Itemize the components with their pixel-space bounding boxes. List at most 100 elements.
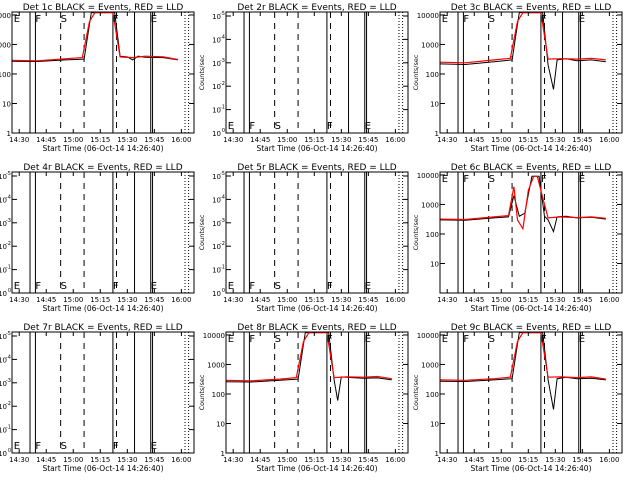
y-tick-label: 10 <box>0 220 7 228</box>
phase-marker-label: F <box>327 281 333 292</box>
lld-series-line <box>11 12 178 62</box>
x-tick-label: 15:15 <box>518 136 538 144</box>
phase-marker-label: F <box>113 441 119 452</box>
phase-marker-label: E <box>228 334 234 345</box>
y-tick-label: 10 <box>0 450 7 458</box>
y-tick-label: 10000 <box>417 332 439 340</box>
detector-panel-3: E F S F E 14:30 14:45 15:00 15:15 15:30 15:45 16:00… <box>412 3 623 153</box>
y-tick-label: 10 <box>212 220 221 228</box>
x-tick-label: 15:45 <box>144 456 164 464</box>
x-tick-label: 14:45 <box>250 136 270 144</box>
y-axis-label: Counts/sec <box>412 54 420 90</box>
detector-panel-4: E F S F E 14:30 14:45 15:00 15:15 15:30 15:45 16:00… <box>0 163 195 313</box>
y-tick-label: 10 <box>212 13 221 21</box>
y-tick-label: 100 <box>426 71 439 79</box>
phase-marker-label: F <box>35 281 41 292</box>
lld-series-line <box>225 332 392 382</box>
phase-marker-label: E <box>365 334 371 345</box>
y-tick-label: 10 <box>212 83 221 91</box>
x-axis-label: Start Time (06-Oct-14 14:26:40) <box>470 464 591 473</box>
y-axis-label: Counts/sec <box>198 54 206 90</box>
x-tick-label: 16:00 <box>171 136 191 144</box>
y-tick-exponent: -3 <box>220 218 225 224</box>
y-tick-label: 1 <box>7 130 11 138</box>
detector-panel-8: E F S F E 14:30 14:45 15:00 15:15 15:30 15:45 16:00… <box>198 323 409 473</box>
y-tick-label: 10 <box>0 380 7 388</box>
x-tick-label: 15:15 <box>90 456 110 464</box>
x-axis-label: Start Time (06-Oct-14 14:26:40) <box>470 304 591 313</box>
phase-marker-label: E <box>151 14 157 25</box>
y-tick-exponent: -5 <box>220 11 225 17</box>
x-tick-label: 14:45 <box>464 136 484 144</box>
x-tick-label: 15:15 <box>518 456 538 464</box>
x-tick-label: 14:30 <box>437 456 457 464</box>
y-tick-exponent: -3 <box>6 378 11 384</box>
phase-marker-label: E <box>442 174 448 185</box>
y-tick-label: 10 <box>0 267 7 275</box>
y-tick-exponent: -2 <box>6 401 11 407</box>
plot-frame <box>439 331 623 454</box>
x-tick-label: 15:15 <box>90 136 110 144</box>
plot-frame <box>11 331 195 454</box>
x-tick-label: 15:30 <box>117 456 137 464</box>
x-tick-label: 16:00 <box>171 456 191 464</box>
y-tick-label: 10 <box>2 100 11 108</box>
y-tick-label: 100 <box>426 231 439 239</box>
phase-marker-label: F <box>327 121 333 132</box>
phase-marker-label: F <box>249 121 255 132</box>
phase-marker-label: F <box>463 14 469 25</box>
x-tick-label: 15:30 <box>545 136 565 144</box>
y-tick-exponent: -2 <box>6 241 11 247</box>
y-tick-label: 10000 <box>0 12 11 20</box>
phase-marker-label: F <box>463 174 469 185</box>
x-axis-label: Start Time (06-Oct-14 14:26:40) <box>42 304 163 313</box>
phase-marker-label: E <box>151 441 157 452</box>
y-tick-exponent: -5 <box>6 171 11 177</box>
x-tick-label: 15:30 <box>117 136 137 144</box>
y-tick-label: 10000 <box>203 332 225 340</box>
phase-marker-label: E <box>579 14 585 25</box>
y-tick-label: 10 <box>212 36 221 44</box>
x-tick-label: 14:45 <box>250 456 270 464</box>
x-tick-label: 14:45 <box>36 296 56 304</box>
y-axis-label: Counts/sec <box>198 374 206 410</box>
detector-panel-1: E F S F E 14:30 14:45 15:00 15:15 15:30 15:45 16:00… <box>0 3 195 153</box>
phase-marker-label: E <box>579 334 585 345</box>
x-tick-label: 15:00 <box>63 136 83 144</box>
y-tick-label: 10 <box>212 60 221 68</box>
x-tick-label: 15:00 <box>491 136 511 144</box>
phase-marker-label: E <box>14 14 20 25</box>
plot-frame <box>225 331 409 454</box>
plot-frame <box>439 11 623 134</box>
phase-marker-label: E <box>442 334 448 345</box>
phase-marker-label: E <box>14 441 20 452</box>
y-tick-label: 10 <box>212 130 221 138</box>
panel-title: Det 5r BLACK = Events, RED = LLD <box>237 163 396 173</box>
y-tick-exponent: -1 <box>6 425 11 431</box>
phase-marker-label: E <box>365 281 371 292</box>
x-tick-label: 16:00 <box>599 296 619 304</box>
x-tick-label: 14:45 <box>250 296 270 304</box>
y-tick-label: 1000 <box>0 41 11 49</box>
y-tick-label: 1 <box>435 130 439 138</box>
x-tick-label: 15:00 <box>277 456 297 464</box>
x-tick-label: 15:45 <box>572 136 592 144</box>
y-tick-exponent: -5 <box>6 331 11 337</box>
phase-marker-label: F <box>541 334 547 345</box>
phase-marker-label: S <box>61 14 67 25</box>
panel-title: Det 7r BLACK = Events, RED = LLD <box>23 323 182 333</box>
x-tick-label: 15:00 <box>491 296 511 304</box>
events-series-line <box>439 332 606 410</box>
lld-series-line <box>439 332 606 381</box>
x-axis-label: Start Time (06-Oct-14 14:26:40) <box>256 144 377 153</box>
lld-series-line <box>439 12 606 64</box>
x-tick-label: 14:45 <box>464 296 484 304</box>
x-tick-label: 15:30 <box>545 456 565 464</box>
panel-title: Det 1c BLACK = Events, RED = LLD <box>23 3 184 13</box>
phase-marker-label: E <box>365 121 371 132</box>
phase-marker-label: E <box>151 281 157 292</box>
x-axis-label: Start Time (06-Oct-14 14:26:40) <box>256 464 377 473</box>
x-tick-label: 16:00 <box>385 136 405 144</box>
x-tick-label: 16:00 <box>385 456 405 464</box>
plot-frame <box>11 11 195 134</box>
